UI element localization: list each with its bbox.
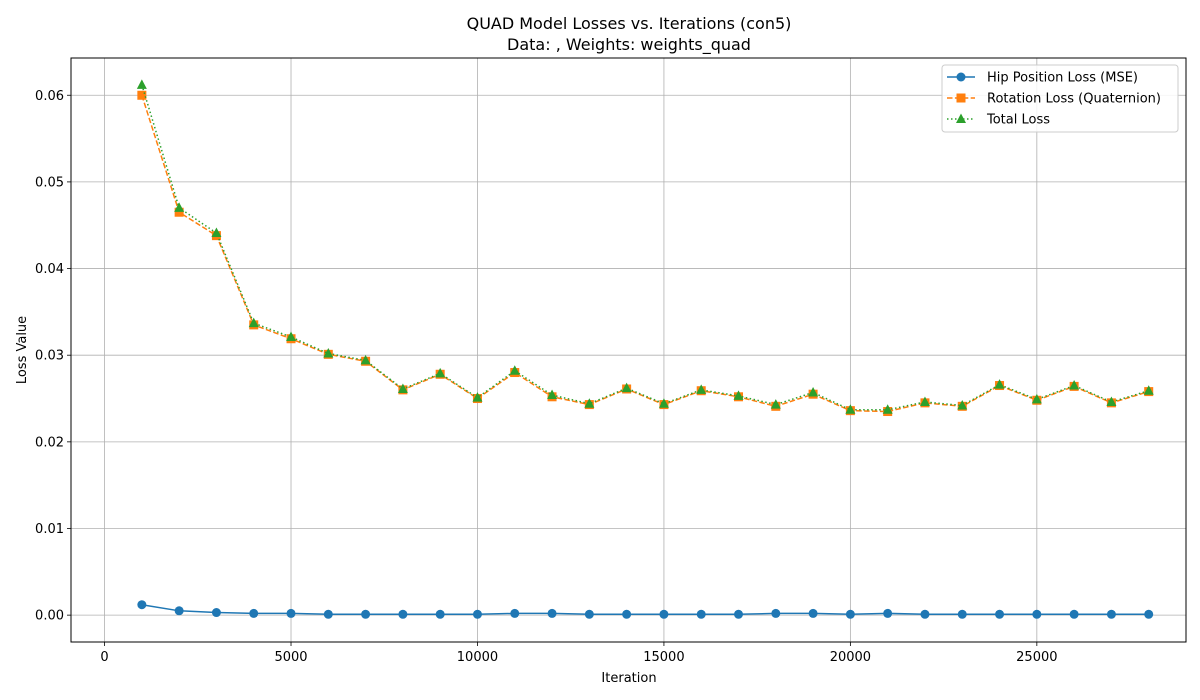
data-point-marker [361, 609, 371, 619]
data-point-marker [696, 384, 707, 394]
series-group [136, 79, 1154, 619]
chart-subtitle: Data: , Weights: weights_quad [507, 35, 751, 55]
data-point-marker [845, 609, 855, 619]
series-line [141, 84, 1149, 411]
data-point-marker [323, 347, 334, 358]
data-point-marker [995, 609, 1005, 619]
x-tick-label: 20000 [830, 650, 871, 665]
legend-marker [956, 113, 966, 123]
y-tick-label: 0.02 [35, 435, 64, 450]
x-tick-label: 25000 [1016, 650, 1057, 665]
legend-item: Rotation Loss (Quaternion) [947, 92, 1161, 107]
data-point-marker [435, 609, 445, 619]
data-point-marker [1031, 393, 1042, 404]
plot-area-frame [70, 57, 1187, 643]
data-point-marker [882, 404, 893, 414]
data-point-marker [136, 79, 147, 89]
data-point-marker [174, 606, 184, 616]
data-point-marker [622, 609, 632, 619]
y-axis-ticks: 0.00 0.01 0.02 0.03 0.04 0.05 0.06 [35, 89, 71, 624]
data-point-marker [1106, 396, 1117, 406]
data-point-marker [1069, 380, 1080, 390]
data-point-marker [1032, 609, 1042, 619]
y-tick-label: 0.03 [35, 349, 64, 364]
x-axis-ticks: 0 5000 10000 15000 20000 25000 [100, 642, 1058, 665]
data-point-marker [883, 608, 893, 618]
data-point-marker [547, 389, 558, 400]
data-point-marker [584, 609, 594, 619]
legend-marker [956, 72, 966, 82]
data-point-marker [249, 608, 259, 618]
data-point-marker [808, 386, 819, 397]
data-point-marker [919, 396, 930, 406]
data-point-marker [510, 608, 520, 618]
legend-label: Rotation Loss (Quaternion) [987, 92, 1161, 107]
data-point-marker [957, 399, 968, 410]
data-point-marker [137, 600, 147, 610]
chart-title: QUAD Model Losses vs. Iterations (con5) [467, 14, 792, 33]
series-line [141, 604, 1149, 616]
data-point-marker [174, 207, 184, 217]
data-point-marker [472, 392, 483, 402]
data-point-marker [211, 227, 222, 238]
x-axis-label: Iteration [601, 671, 656, 686]
data-point-marker [584, 398, 595, 408]
x-tick-label: 0 [100, 650, 108, 665]
data-point-marker [770, 399, 781, 409]
data-point-marker [659, 609, 669, 619]
data-point-marker [248, 317, 259, 328]
data-point-marker [658, 398, 669, 408]
x-tick-label: 5000 [274, 650, 307, 665]
data-point-marker [734, 609, 744, 619]
data-point-marker [398, 609, 408, 619]
y-tick-label: 0.00 [35, 609, 64, 624]
data-point-marker [771, 608, 781, 618]
data-point-marker [174, 202, 185, 212]
data-point-marker [323, 609, 333, 619]
data-point-marker [286, 331, 297, 342]
series-3 [136, 79, 1154, 414]
x-tick-label: 15000 [643, 650, 684, 665]
legend-label: Hip Position Loss (MSE) [987, 71, 1138, 86]
data-point-marker [845, 404, 856, 414]
data-point-marker [547, 608, 557, 618]
data-point-marker [1069, 609, 1079, 619]
legend-marker [956, 93, 966, 103]
data-point-marker [137, 90, 147, 100]
data-point-marker [509, 365, 520, 375]
x-tick-label: 10000 [457, 650, 498, 665]
series-line [141, 95, 1149, 413]
y-tick-label: 0.04 [35, 262, 64, 277]
data-point-marker [920, 609, 930, 619]
y-axis-label: Loss Value [15, 316, 30, 384]
y-tick-label: 0.06 [35, 89, 64, 104]
data-point-marker [696, 609, 706, 619]
data-point-marker [733, 390, 744, 400]
legend-item: Total Loss [947, 113, 1050, 128]
data-point-marker [994, 379, 1005, 389]
legend-label: Total Loss [986, 113, 1050, 128]
legend-box [941, 64, 1179, 133]
data-point-marker [397, 383, 408, 393]
y-tick-label: 0.05 [35, 175, 64, 190]
data-point-marker [957, 609, 967, 619]
data-point-marker [808, 608, 818, 618]
legend-item: Hip Position Loss (MSE) [947, 71, 1138, 86]
data-point-marker [360, 354, 371, 365]
data-point-marker [211, 608, 221, 618]
data-point-marker [621, 382, 632, 393]
series-1 [137, 600, 1154, 619]
data-point-marker [1143, 385, 1154, 395]
data-point-marker [472, 609, 482, 619]
legend: Hip Position Loss (MSE) Rotation Loss (Qu… [941, 64, 1179, 133]
data-point-marker [286, 608, 296, 618]
data-point-marker [435, 367, 446, 378]
data-point-marker [1144, 609, 1154, 619]
data-point-marker [1106, 609, 1116, 619]
y-tick-label: 0.01 [35, 522, 64, 537]
